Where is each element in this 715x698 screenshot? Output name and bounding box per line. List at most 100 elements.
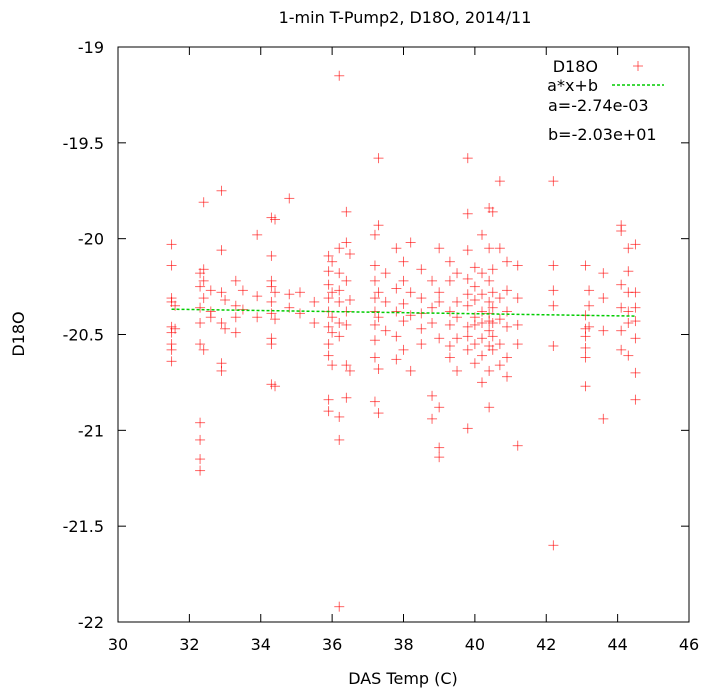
data-point (270, 381, 281, 392)
data-point (309, 318, 320, 328)
data-point (405, 237, 416, 248)
data-point (416, 264, 427, 275)
data-point (369, 229, 380, 240)
data-point (341, 275, 352, 286)
legend-label-fit: a*x+b (547, 76, 598, 95)
data-point (270, 314, 281, 325)
x-tick-label: 30 (108, 635, 128, 654)
y-tick-label: -21.5 (63, 517, 104, 536)
data-point (284, 289, 295, 300)
data-point (427, 318, 438, 328)
data-point (323, 293, 334, 304)
data-point (369, 396, 380, 407)
data-point (398, 256, 409, 267)
data-point (230, 327, 241, 338)
data-point (166, 356, 177, 367)
data-point (195, 454, 206, 465)
data-point (195, 434, 206, 445)
data-point (373, 312, 384, 323)
data-point (334, 70, 345, 81)
data-point (405, 287, 416, 298)
data-point (580, 260, 591, 271)
data-point (548, 260, 559, 271)
data-point (334, 285, 345, 296)
annotation-a: a=-2.74e-03 (548, 96, 649, 115)
data-point (434, 333, 445, 344)
data-point (462, 300, 473, 311)
data-point (630, 287, 641, 298)
data-point (623, 243, 634, 254)
data-point (327, 360, 338, 371)
data-point (462, 153, 473, 164)
data-point (444, 319, 455, 330)
data-point (548, 176, 559, 187)
data-point (170, 323, 181, 334)
data-point (195, 281, 206, 292)
data-point (452, 333, 463, 344)
data-point (484, 325, 495, 336)
data-point (295, 287, 306, 298)
data-point (484, 296, 495, 307)
x-tick-label: 36 (322, 635, 342, 654)
y-axis: -22 -21.5 -21 -20.5 -20 -19.5 -19 (63, 38, 689, 632)
data-point (252, 229, 263, 240)
data-point (266, 339, 277, 350)
data-point (198, 197, 209, 208)
data-point (341, 206, 352, 217)
data-point (405, 310, 416, 321)
data-point (309, 296, 320, 307)
data-point (462, 321, 473, 332)
data-point (469, 339, 480, 350)
data-point (195, 339, 206, 350)
data-point (344, 365, 355, 376)
data-point (444, 256, 455, 267)
data-point (369, 293, 380, 304)
data-point (284, 193, 295, 204)
data-point (170, 300, 181, 311)
data-point (237, 285, 248, 296)
x-axis: 30 32 34 36 38 40 42 44 46 (108, 47, 699, 654)
data-point (501, 371, 512, 382)
data-point (391, 306, 402, 317)
data-point (334, 434, 345, 445)
data-point (584, 321, 595, 332)
data-point (494, 314, 505, 325)
data-point (630, 394, 641, 405)
data-point (195, 465, 206, 476)
data-point (512, 260, 523, 271)
data-point (434, 287, 445, 298)
data-point (327, 256, 338, 267)
data-point (216, 287, 227, 298)
data-point (580, 381, 591, 392)
data-point (334, 601, 345, 612)
data-point (205, 306, 216, 317)
data-point (484, 365, 495, 376)
data-point (444, 306, 455, 317)
data-point (427, 302, 438, 313)
data-point (230, 312, 241, 323)
data-point (391, 243, 402, 254)
data-point (195, 417, 206, 428)
data-point (494, 176, 505, 187)
data-point (623, 318, 634, 328)
data-point (501, 256, 512, 267)
data-point (477, 229, 488, 240)
data-point (580, 352, 591, 363)
data-point (462, 245, 473, 256)
data-point (462, 331, 473, 342)
data-point (230, 300, 241, 311)
data-point (398, 316, 409, 327)
annotation-b: b=-2.03e+01 (548, 125, 657, 144)
data-point (434, 296, 445, 307)
data-point (623, 306, 634, 317)
data-point (512, 339, 523, 350)
data-point (323, 339, 334, 350)
data-point (195, 302, 206, 313)
y-tick-label: -22 (78, 613, 104, 632)
data-point (427, 275, 438, 286)
data-point (369, 335, 380, 346)
data-point (334, 243, 345, 254)
data-point (270, 214, 281, 225)
data-point (405, 365, 416, 376)
scatter-points (166, 70, 641, 612)
